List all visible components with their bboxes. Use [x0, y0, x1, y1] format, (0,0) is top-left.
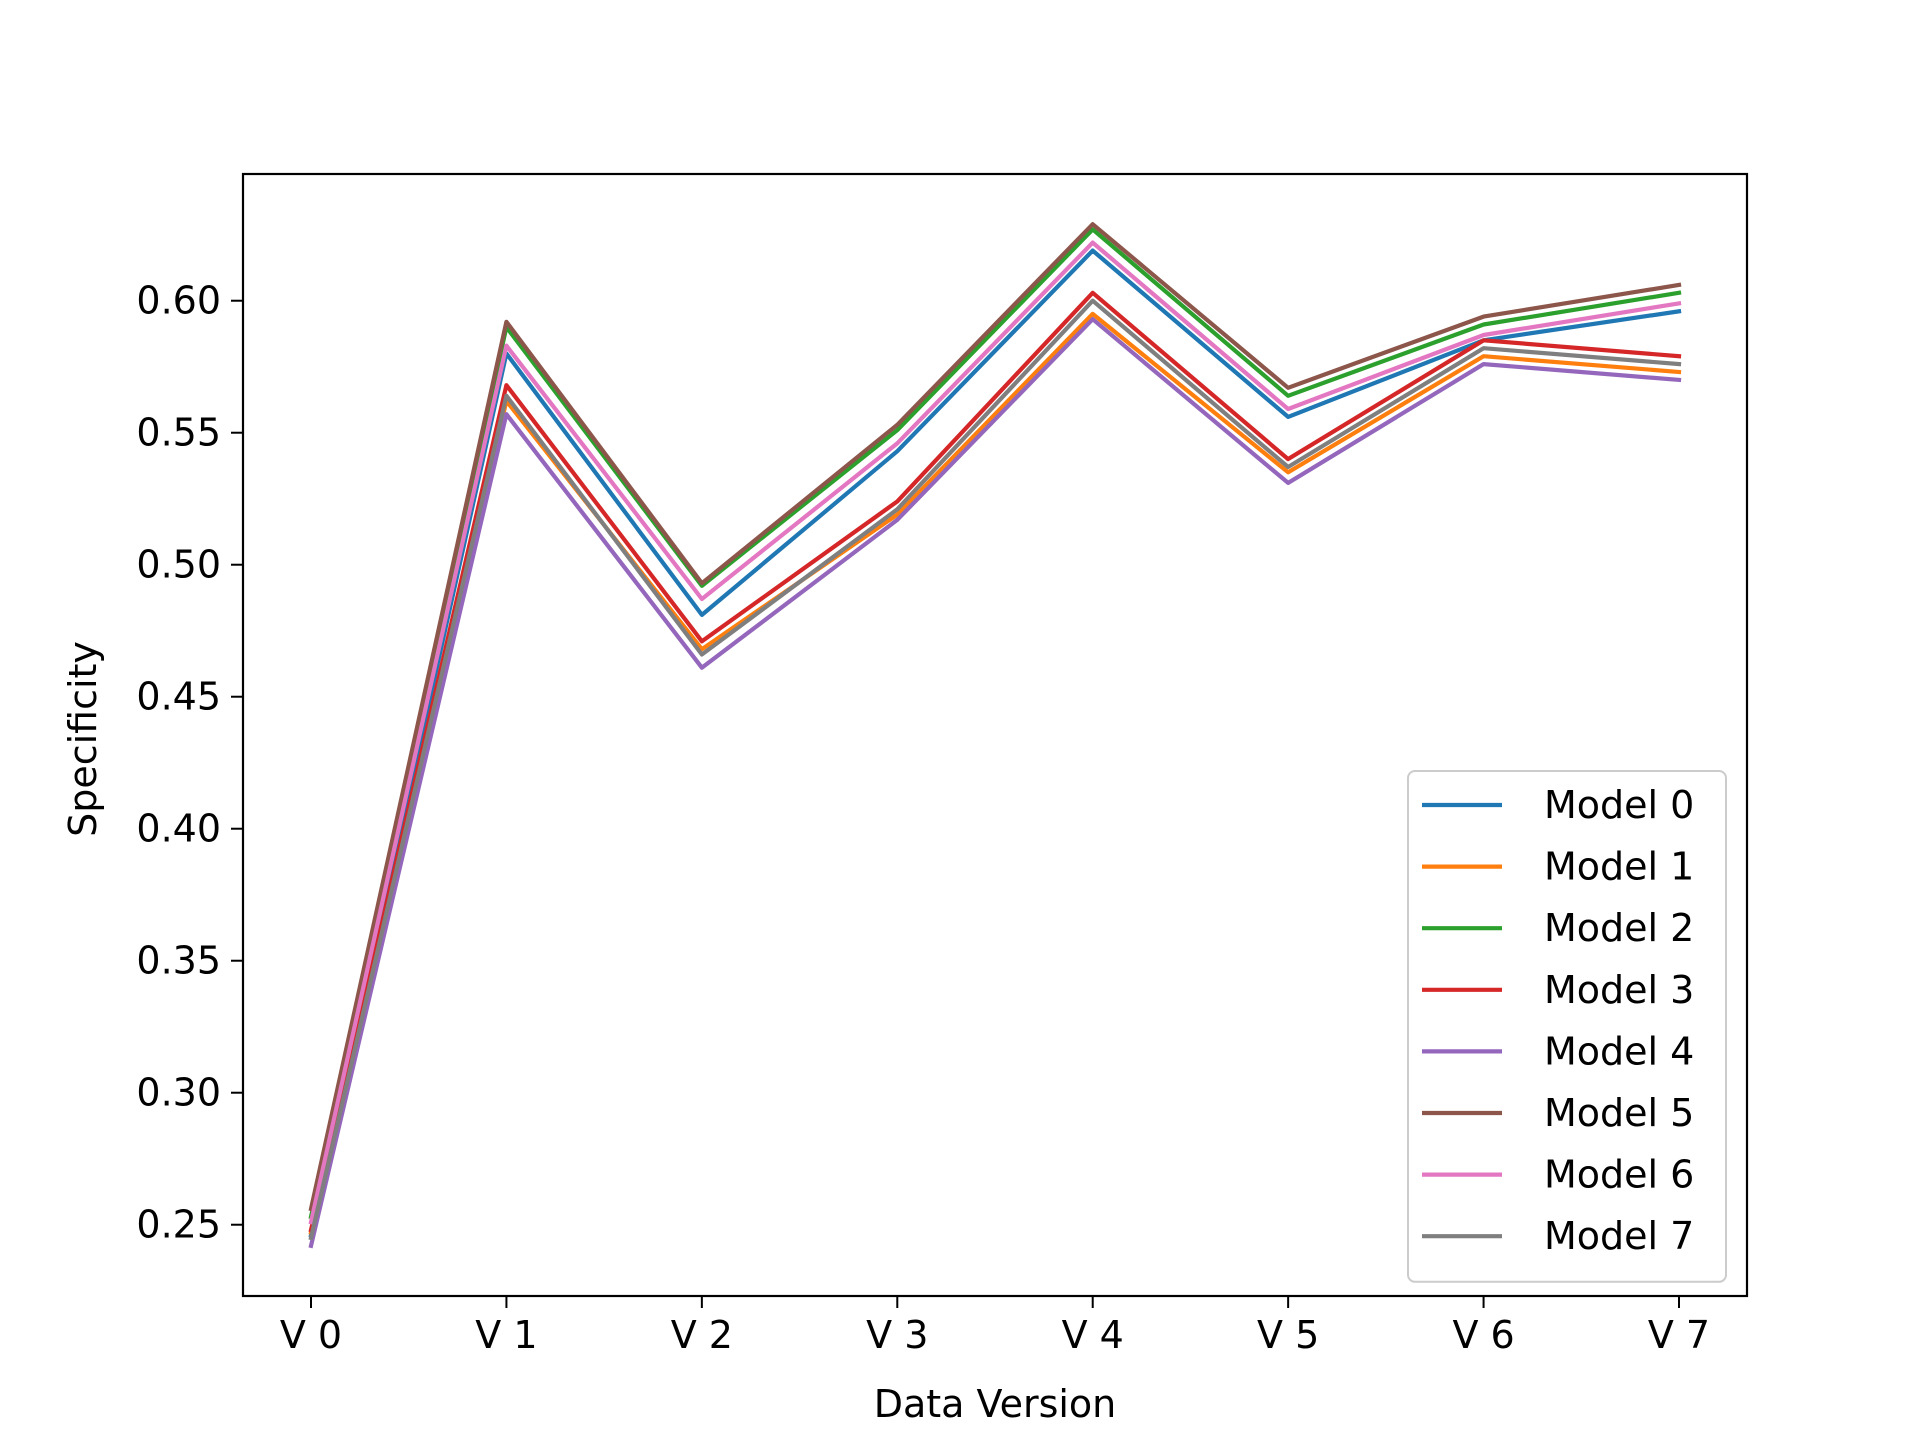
- y-tick-label: 0.30: [136, 1071, 221, 1115]
- x-tick-label: V 3: [866, 1313, 928, 1357]
- series-line-model-5: [308, 222, 1682, 1212]
- x-axis: V 0 V 1 V 2 V 3 V 4 V 5 V 6 V 7: [280, 1296, 1710, 1357]
- x-tick-label: V 6: [1452, 1313, 1514, 1357]
- legend-label: Model 4: [1544, 1029, 1694, 1073]
- x-tick-label: V 2: [671, 1313, 733, 1357]
- series-line-model-4: [308, 317, 1682, 1249]
- legend-label: Model 6: [1544, 1153, 1694, 1197]
- y-tick-label: 0.55: [136, 411, 221, 455]
- x-tick-label: V 1: [475, 1313, 537, 1357]
- x-tick-label: V 5: [1257, 1313, 1319, 1357]
- series-layer: [308, 222, 1682, 1249]
- y-tick-label: 0.25: [136, 1203, 221, 1247]
- series-line-model-2: [308, 227, 1682, 1220]
- x-tick-label: V 4: [1062, 1313, 1124, 1357]
- x-tick-label: V 0: [280, 1313, 342, 1357]
- y-tick-label: 0.35: [136, 939, 221, 983]
- series-line-model-3: [308, 290, 1682, 1233]
- x-axis-label: Data Version: [874, 1382, 1117, 1426]
- x-tick-label: V 7: [1648, 1313, 1710, 1357]
- legend-label: Model 3: [1544, 968, 1694, 1012]
- y-tick-label: 0.50: [136, 543, 221, 587]
- series-line-model-7: [308, 298, 1682, 1241]
- y-axis-label: Specificity: [61, 641, 105, 837]
- y-axis: 0.25 0.30 0.35 0.40 0.45 0.50 0.55 0.60: [136, 279, 243, 1247]
- legend-label: Model 2: [1544, 906, 1694, 950]
- legend-label: Model 0: [1544, 783, 1694, 827]
- plot-frame: [241, 172, 1749, 1298]
- y-tick-label: 0.60: [136, 279, 221, 323]
- y-tick-label: 0.40: [136, 807, 221, 851]
- legend: Model 0 Model 1 Model 2 Model 3 Model 4 Model…: [1407, 770, 1727, 1283]
- legend-box: [1407, 770, 1727, 1283]
- legend-label: Model 5: [1544, 1091, 1694, 1135]
- y-tick-label: 0.45: [136, 675, 221, 719]
- legend-label: Model 1: [1544, 845, 1694, 889]
- series-line-model-0: [308, 248, 1682, 1238]
- series-line-model-6: [308, 240, 1682, 1225]
- legend-label: Model 7: [1544, 1214, 1694, 1258]
